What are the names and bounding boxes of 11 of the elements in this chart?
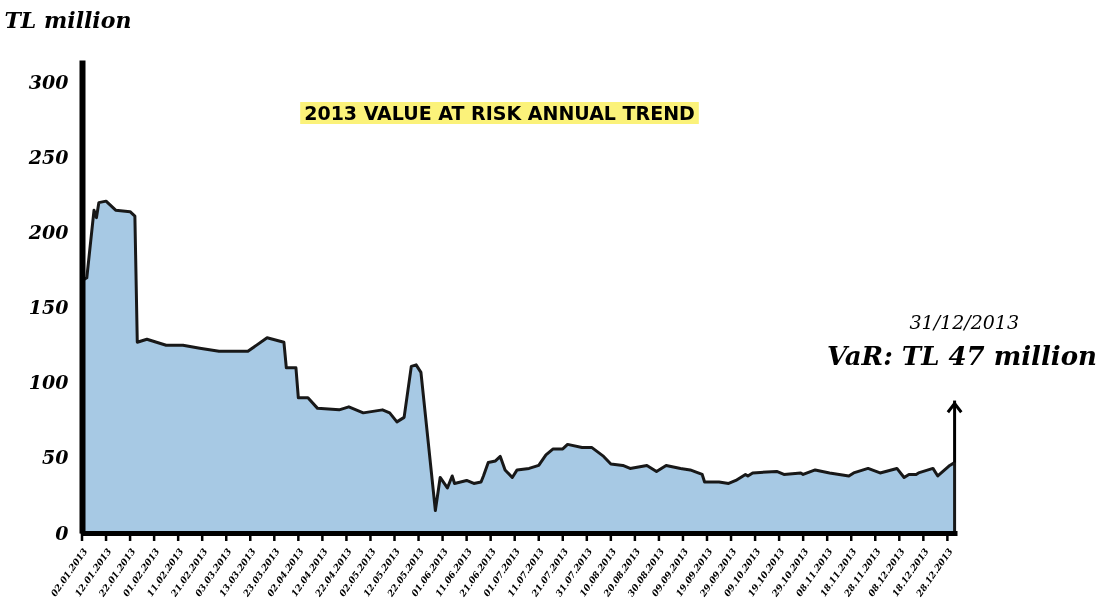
y-tick-label: 0: [55, 521, 69, 544]
y-tick-label: 100: [28, 371, 69, 394]
y-tick-label: 300: [28, 71, 69, 94]
annotation: VaR: TL 47 million: [826, 341, 1097, 371]
text: 2013 VALUE AT RISK ANNUAL TREND: [304, 102, 695, 124]
y-tick-label: 150: [28, 296, 69, 319]
y-tick-label: 50: [42, 446, 69, 469]
y-axis-title: TL million: [4, 6, 132, 33]
annotation: 31/12/2013: [909, 311, 1019, 333]
y-tick-label: 200: [27, 221, 69, 244]
y-tick-label: 250: [27, 146, 69, 169]
